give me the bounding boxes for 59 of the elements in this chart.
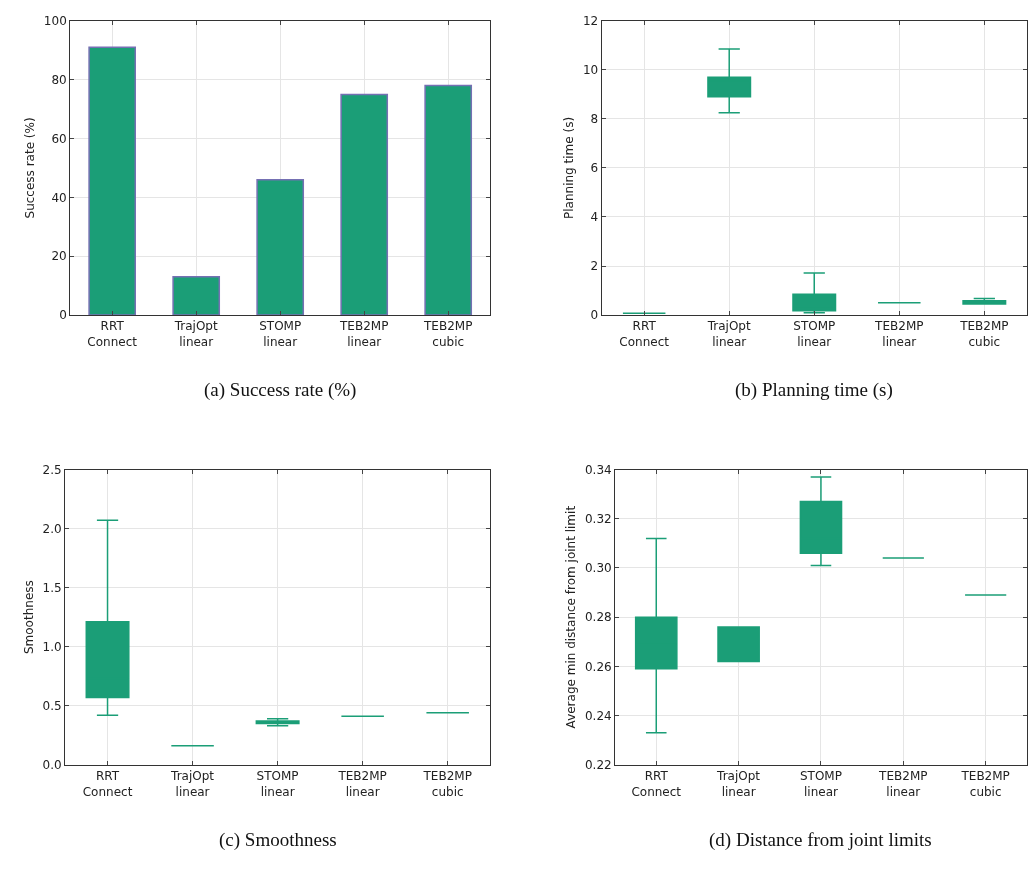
- text: (b) Planning time (s): [735, 379, 893, 401]
- y-tick-label: 0: [590, 308, 599, 323]
- x-tick-label: TEB2MP cubic: [422, 769, 472, 799]
- bar: [256, 178, 305, 316]
- x-tick-label: TrajOpt linear: [170, 769, 215, 799]
- text: (c) Smoothness: [219, 829, 337, 851]
- bar: [88, 46, 137, 316]
- y-tick-label: 100: [43, 14, 67, 29]
- x-tick-label: RRT Connect: [631, 769, 682, 799]
- x-tick-label: RRT Connect: [619, 319, 670, 350]
- y-tick-label: 2.0: [42, 521, 62, 536]
- x-tick-label: TEB2MP cubic: [960, 769, 1010, 799]
- x-tick-label: TEB2MP linear: [874, 319, 924, 350]
- y-axis-title: Planning time (s): [562, 116, 577, 219]
- x-tick-label: RRT Connect: [82, 769, 133, 799]
- x-tick-label: STOMP linear: [799, 769, 842, 799]
- y-tick-label: 20: [51, 249, 67, 264]
- x-tick-label: STOMP linear: [793, 319, 836, 350]
- y-tick-label: 6: [590, 161, 599, 176]
- y-tick-label: 80: [51, 72, 67, 87]
- y-tick-label: 0: [59, 308, 67, 323]
- x-tick-label: TEB2MP linear: [878, 769, 928, 799]
- y-tick-label: 10: [582, 63, 599, 78]
- y-tick-label: 1.0: [42, 639, 62, 654]
- y-tick-label: 0.26: [584, 659, 612, 674]
- y-tick-label: 0.22: [584, 757, 612, 772]
- bar: [340, 93, 389, 316]
- y-tick-label: 0.32: [584, 511, 612, 526]
- y-axis-title: Smoothness: [21, 580, 36, 655]
- y-tick-label: 2.5: [42, 462, 62, 477]
- y-tick-label: 12: [582, 14, 599, 29]
- y-axis-title: Average min distance from joint limit: [564, 505, 579, 729]
- x-tick-label: STOMP linear: [256, 769, 299, 799]
- x-tick-label: TEB2MP linear: [339, 319, 389, 350]
- y-tick-label: 4: [590, 210, 599, 225]
- x-tick-label: TrajOpt linear: [173, 319, 218, 350]
- x-tick-label: TEB2MP linear: [337, 769, 387, 799]
- x-tick-label: TEB2MP cubic: [959, 319, 1009, 350]
- x-tick-label: TrajOpt linear: [706, 319, 751, 350]
- y-tick-label: 0.28: [584, 610, 612, 625]
- bar: [424, 84, 473, 316]
- y-tick-label: 1.5: [42, 580, 62, 595]
- y-tick-label: 0.5: [42, 698, 62, 713]
- x-tick-label: TrajOpt linear: [716, 769, 761, 799]
- text: (d) Distance from joint limits: [709, 829, 932, 851]
- y-tick-label: 40: [51, 190, 67, 205]
- y-axis-title: Success rate (%): [23, 117, 38, 219]
- bar: [172, 276, 221, 316]
- y-tick-label: 0.34: [584, 462, 612, 477]
- y-tick-label: 0.30: [584, 561, 612, 576]
- y-tick-label: 0.24: [584, 708, 612, 723]
- x-tick-label: TEB2MP cubic: [423, 319, 473, 350]
- y-tick-label: 0.0: [42, 757, 62, 772]
- y-tick-label: 2: [590, 259, 599, 274]
- text: (a) Success rate (%): [204, 379, 357, 401]
- y-tick-label: 60: [51, 131, 67, 146]
- y-tick-label: 8: [590, 112, 599, 127]
- x-tick-label: STOMP linear: [259, 319, 302, 350]
- x-tick-label: RRT Connect: [87, 319, 138, 350]
